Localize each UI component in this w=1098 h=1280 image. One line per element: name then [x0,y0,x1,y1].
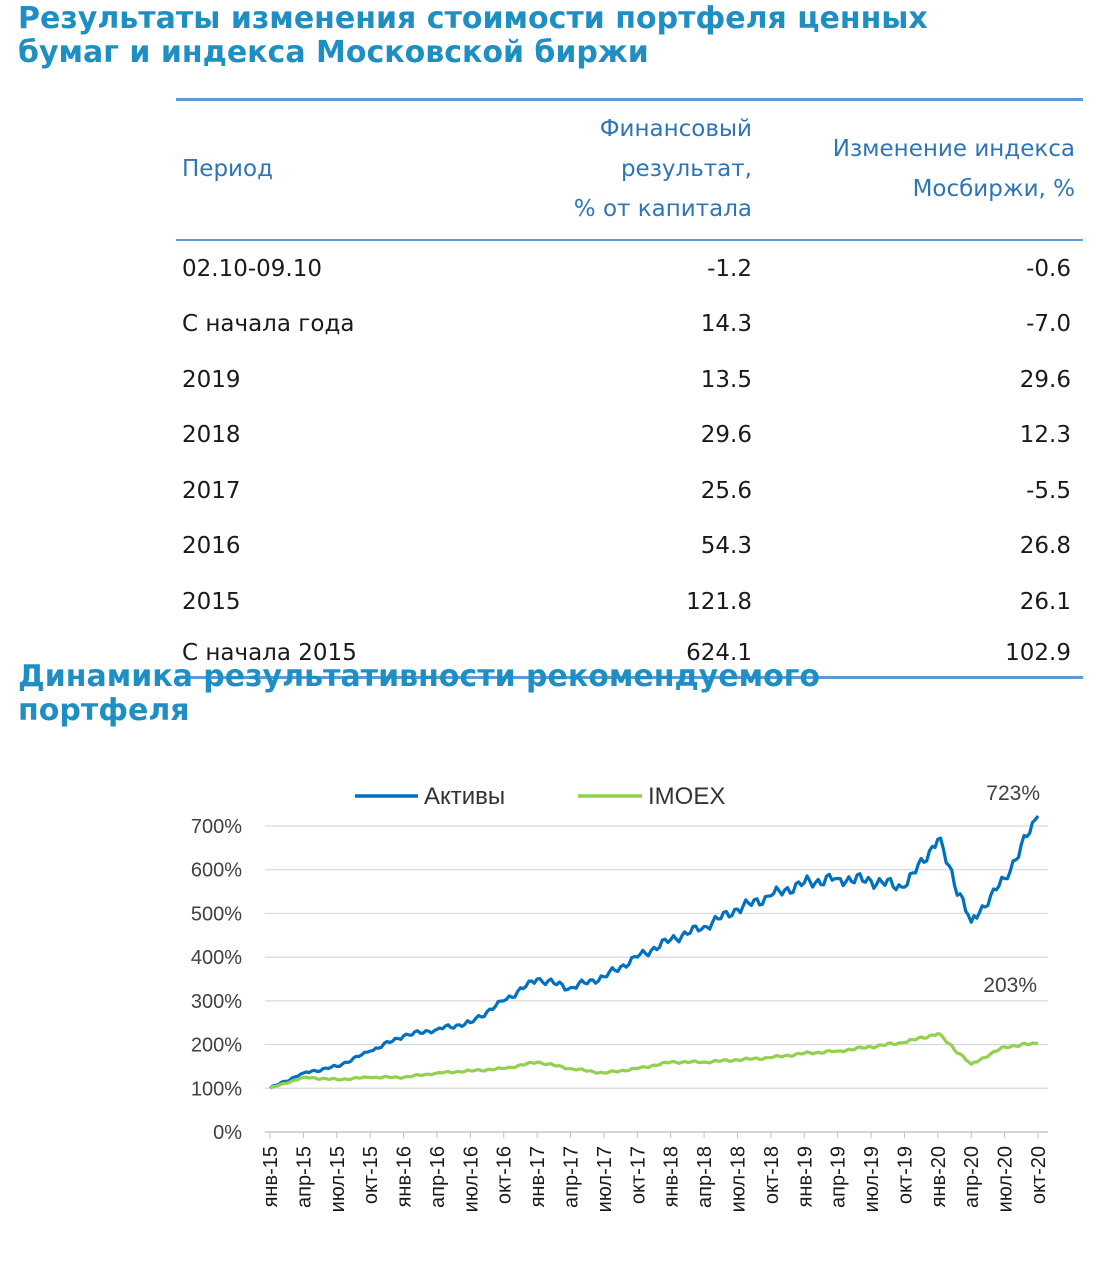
table-row: 2015 121.8 26.1 [176,574,1083,630]
x-tick-label: окт-15 [360,1146,382,1204]
header-financial-result: Финансовый результат, % от капитала [462,98,752,241]
cell-financial-result: 25.6 [700,477,752,504]
x-tick-label: июл-17 [594,1146,616,1212]
cell-financial-result: 14.3 [700,311,752,338]
x-tick-label: окт-17 [627,1146,649,1204]
cell-financial-result: 121.8 [686,588,752,615]
table-header-row: Период Финансовый результат, % от капита… [176,98,1083,241]
table-row: 2018 29.6 12.3 [176,408,1083,464]
cell-period: 2016 [182,533,241,560]
table-title: Результаты изменения стоимости портфеля … [18,1,928,70]
cell-financial-result: 624.1 [462,629,752,679]
x-tick-label: июл-16 [460,1146,482,1212]
series-line-assets [268,814,1040,1090]
chart-annotations: 723% 203% [983,782,1040,997]
table-row: 02.10-09.10 -1.2 -0.6 [176,240,1083,297]
end-value-label: 723% [986,782,1040,805]
cell-financial-result: 54.3 [700,533,752,560]
cell-period: 2017 [182,477,241,504]
cell-index-change: 102.9 [752,629,1083,679]
x-tick-label: янв-17 [527,1146,549,1207]
x-tick-label: янв-20 [928,1146,950,1207]
cell-index-change: -7.0 [1026,311,1071,338]
portfolio-line-chart: 0% 100% 200% 300% 400% 500% 600% 700% янв-15 апр… [191,782,1050,1212]
x-tick-label: апр-16 [427,1146,449,1208]
cell-period: С начала года [182,311,355,338]
table-row: 2019 13.5 29.6 [176,352,1083,408]
x-tick-label: апр-18 [694,1146,716,1208]
x-tick-label: июл-15 [327,1146,349,1212]
cell-index-change: 29.6 [1019,366,1071,393]
x-tick-label: окт-18 [761,1146,783,1204]
x-tick-label: окт-16 [494,1146,516,1204]
x-axis-ticks: янв-15 апр-15 июл-15 окт-15 янв-16 апр-16 июл-… [260,1132,1050,1212]
chart-title: Динамика результативности рекомендуемого… [18,659,820,728]
table-row: С начала года 14.3 -7.0 [176,297,1083,353]
cell-index-change: -5.5 [1026,477,1071,504]
y-tick-label: 400% [191,947,242,969]
cell-financial-result: 29.6 [700,422,752,449]
x-tick-label: окт-19 [894,1146,916,1204]
x-tick-label: июл-18 [727,1146,749,1212]
y-axis-ticks: 0% 100% 200% 300% 400% 500% 600% 700% [191,816,242,1144]
x-tick-label: апр-17 [561,1146,583,1208]
header-period: Период [176,98,462,241]
x-tick-label: янв-18 [661,1146,683,1207]
y-tick-label: 100% [191,1078,242,1100]
x-tick-label: янв-19 [794,1146,816,1207]
x-tick-label: янв-16 [394,1146,416,1207]
cell-period: 2015 [182,588,241,615]
x-tick-label: янв-15 [260,1146,282,1207]
table-row: С начала 2015 624.1 102.9 [176,629,1083,679]
x-tick-label: июл-19 [861,1146,883,1212]
x-tick-label: апр-19 [828,1146,850,1208]
y-tick-label: 200% [191,1035,242,1057]
y-tick-label: 0% [213,1122,242,1144]
end-value-label: 203% [983,974,1037,997]
table-row: 2017 25.6 -5.5 [176,463,1083,519]
cell-financial-result: -1.2 [707,255,752,282]
results-table: Период Финансовый результат, % от капита… [176,98,1083,679]
cell-period: С начала 2015 [176,629,462,679]
y-tick-label: 700% [191,816,242,838]
cell-index-change: 12.3 [1019,422,1071,449]
x-tick-label: апр-20 [961,1146,983,1208]
cell-period: 02.10-09.10 [182,255,322,282]
cell-index-change: 26.1 [1019,588,1071,615]
legend-label: IMOEX [648,783,725,810]
series-lines [268,814,1040,1090]
y-tick-label: 300% [191,991,242,1013]
chart-legend: Активы IMOEX [355,783,725,810]
cell-period: 2018 [182,422,241,449]
table-row: 2016 54.3 26.8 [176,519,1083,575]
cell-index-change: -0.6 [1026,255,1071,282]
series-line-imoex [269,1031,1039,1090]
y-tick-label: 500% [191,903,242,925]
cell-index-change: 26.8 [1019,533,1071,560]
y-tick-label: 600% [191,860,242,882]
header-index-change: Изменение индекса Мосбиржи, % [752,98,1083,241]
x-tick-label: окт-20 [1028,1146,1050,1204]
x-tick-label: апр-15 [293,1146,315,1208]
cell-period: 2019 [182,366,241,393]
chart-grid [265,825,1048,1133]
legend-label: Активы [424,783,505,810]
x-tick-label: июл-20 [995,1146,1017,1212]
cell-financial-result: 13.5 [700,366,752,393]
